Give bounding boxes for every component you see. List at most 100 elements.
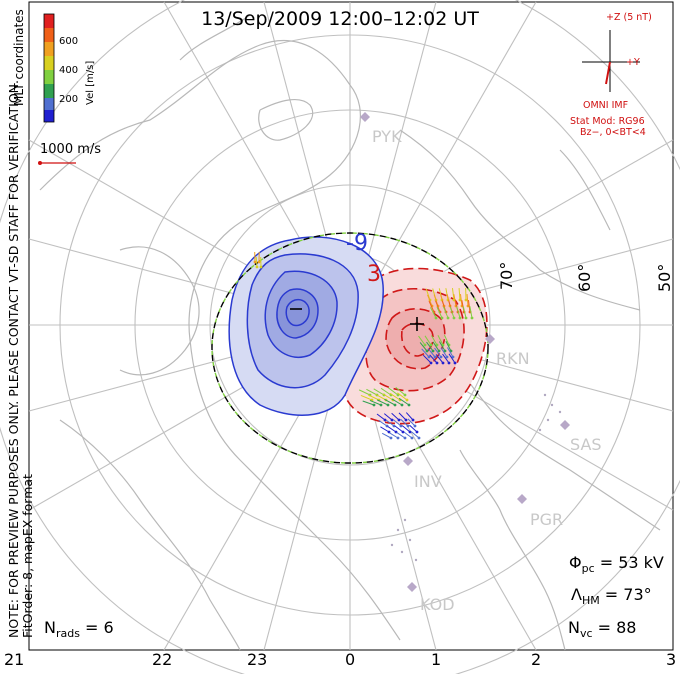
velocity-vector bbox=[445, 341, 452, 352]
radar-footprint-dot bbox=[396, 528, 400, 532]
station-markers bbox=[360, 112, 570, 592]
velocity-vector bbox=[437, 335, 444, 346]
velocity-vector bbox=[409, 424, 418, 433]
velocity-vector bbox=[362, 400, 375, 406]
vector-origin bbox=[440, 316, 444, 320]
imf-axis-z-label: +Z (5 nT) bbox=[606, 12, 652, 23]
velocity-vector bbox=[466, 293, 469, 307]
latitude-label-60: 60° bbox=[575, 263, 594, 292]
preview-note: NOTE: FOR PREVIEW PURPOSES ONLY. PLEASE … bbox=[6, 80, 21, 638]
plot-frame bbox=[28, 1, 674, 651]
hmb-latitude: ΛHM = 73° bbox=[571, 585, 652, 608]
velocity-vector bbox=[394, 425, 404, 433]
radar-footprint-dot bbox=[546, 418, 550, 422]
heppner-maynard-boundary bbox=[211, 232, 489, 464]
vector-origin bbox=[429, 361, 433, 365]
velocity-vector bbox=[397, 392, 408, 401]
velocity-vector bbox=[405, 412, 414, 421]
vector-origin bbox=[441, 361, 445, 365]
velocity-vector bbox=[375, 393, 387, 401]
radar-count: Nrads = 6 bbox=[44, 618, 114, 641]
velocity-vector bbox=[366, 388, 378, 396]
velocity-vector bbox=[380, 387, 392, 396]
vector-origin bbox=[403, 436, 407, 440]
mlt-tick-0: 0 bbox=[345, 650, 356, 669]
colorbar-tick-600: 600 bbox=[59, 36, 79, 47]
velocity-vector bbox=[428, 300, 435, 313]
velocity-vector bbox=[401, 425, 411, 433]
imf-axis-y-label: +Y bbox=[626, 57, 640, 68]
vector-origin bbox=[410, 436, 414, 440]
velocity-vector bbox=[387, 426, 397, 433]
velocity-vector bbox=[432, 341, 440, 352]
velocity-vector bbox=[384, 398, 396, 406]
vector-origin bbox=[383, 418, 387, 422]
negative-contours bbox=[228, 236, 384, 416]
velocity-vector bbox=[462, 306, 467, 319]
velocity-vector bbox=[373, 388, 385, 396]
vector-origin bbox=[255, 265, 259, 269]
velocity-vector bbox=[436, 306, 443, 319]
colorbar-tick-400: 400 bbox=[59, 65, 79, 76]
velocity-vector bbox=[427, 294, 433, 307]
velocity-vector bbox=[435, 354, 444, 364]
velocity-vector bbox=[429, 354, 438, 364]
radar-footprint-dot bbox=[550, 403, 554, 407]
velocity-vector bbox=[380, 426, 390, 433]
velocity-vector bbox=[434, 347, 442, 358]
vector-origin bbox=[446, 316, 450, 320]
vector-origin bbox=[407, 403, 411, 407]
radar-footprint-dot bbox=[414, 558, 418, 562]
colorbar-unit-label: Vel [m/s] bbox=[85, 60, 96, 105]
velocity-vector bbox=[391, 398, 403, 406]
station-label-rkn: RKN bbox=[496, 349, 530, 368]
vector-origin bbox=[400, 403, 404, 407]
velocity-vector bbox=[418, 335, 426, 346]
vector-origin bbox=[464, 316, 468, 320]
vector-origin bbox=[413, 424, 417, 428]
velocity-vector bbox=[385, 419, 395, 427]
vector-origin bbox=[417, 436, 421, 440]
mlt-tick-22: 22 bbox=[152, 650, 173, 669]
velocity-vector bbox=[459, 294, 463, 307]
velocity-vector bbox=[383, 413, 393, 421]
velocity-vector bbox=[395, 386, 406, 396]
radar-count-value: 6 bbox=[103, 618, 114, 637]
positive-contour-label: 3 bbox=[367, 262, 381, 287]
mlt-tick-1: 1 bbox=[431, 650, 442, 669]
velocity-vector bbox=[388, 387, 399, 396]
coastlines bbox=[39, 14, 661, 651]
vector-origin bbox=[423, 343, 427, 347]
velocity-vector bbox=[449, 306, 455, 319]
vector-origin bbox=[397, 418, 401, 422]
vector-origin bbox=[390, 418, 394, 422]
velocity-vector bbox=[430, 307, 437, 319]
velocity-vector bbox=[467, 300, 471, 313]
velocity-vector bbox=[443, 334, 450, 346]
vector-origin bbox=[439, 355, 443, 359]
radar-footprint-dot bbox=[538, 428, 542, 432]
latitude-label-50: 50° bbox=[655, 263, 674, 292]
vector-origin bbox=[403, 393, 407, 397]
velocity-vector bbox=[440, 347, 448, 358]
velocity-vector bbox=[391, 412, 400, 421]
velocity-vector bbox=[376, 399, 389, 406]
radar-footprint-dot bbox=[408, 538, 412, 542]
reference-vector-label: 1000 m/s bbox=[40, 142, 102, 157]
reference-vector bbox=[38, 161, 76, 165]
vector-origin bbox=[372, 403, 376, 407]
station-label-sas: SAS bbox=[570, 435, 602, 454]
velocity-vector bbox=[389, 392, 401, 401]
vector-origin bbox=[392, 424, 396, 428]
vector-origin bbox=[415, 430, 419, 434]
vector-count-value: 88 bbox=[616, 618, 637, 637]
imf-dial bbox=[582, 30, 640, 92]
velocity-vector bbox=[398, 412, 407, 421]
cross-polar-potential: Φpc = 53 kV bbox=[569, 553, 664, 576]
vector-origin bbox=[399, 424, 403, 428]
velocity-vector bbox=[422, 354, 432, 364]
latitude-label-70: 70° bbox=[497, 261, 516, 290]
velocity-vector bbox=[403, 431, 413, 439]
vector-origin bbox=[406, 424, 410, 428]
